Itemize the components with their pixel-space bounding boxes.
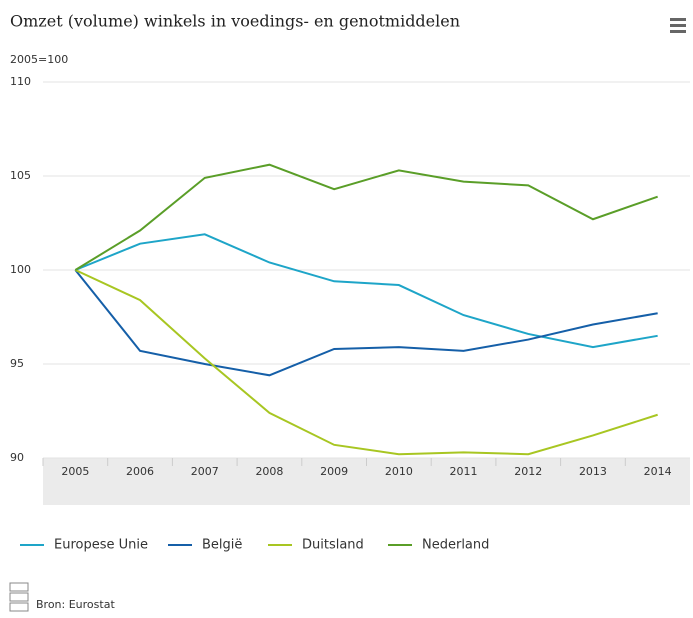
legend-label: België xyxy=(202,538,242,553)
x-tick-label: 2010 xyxy=(385,465,413,478)
logo-part xyxy=(9,592,29,602)
y-tick-label: 100 xyxy=(10,263,31,276)
menu-bar xyxy=(670,24,686,27)
chart-title: Omzet (volume) winkels in voedings- en g… xyxy=(10,12,460,31)
series-line xyxy=(74,233,658,349)
menu-bar xyxy=(670,18,686,21)
series-line xyxy=(74,269,658,377)
series-line xyxy=(74,163,658,271)
x-tick-label: 2006 xyxy=(126,465,154,478)
legend-label: Duitsland xyxy=(302,538,364,553)
y-tick-label: 95 xyxy=(10,357,24,370)
x-tick-label: 2012 xyxy=(514,465,542,478)
subtitle: 2005=100 xyxy=(10,53,68,66)
x-tick-label: 2005 xyxy=(61,465,89,478)
x-tick-label: 2009 xyxy=(320,465,348,478)
series-line xyxy=(74,269,658,456)
menu-icon[interactable] xyxy=(670,18,686,33)
logo xyxy=(9,582,29,612)
legend-label: Europese Unie xyxy=(54,538,148,553)
legend-label: Nederland xyxy=(422,538,489,553)
menu-bar xyxy=(670,30,686,33)
x-tick-label: 2013 xyxy=(579,465,607,478)
source: Bron: Eurostat xyxy=(36,598,115,611)
logo-part xyxy=(9,602,29,612)
y-tick-label: 90 xyxy=(10,451,24,464)
x-tick-label: 2014 xyxy=(644,465,672,478)
x-tick-label: 2011 xyxy=(450,465,478,478)
y-tick-label: 110 xyxy=(10,75,31,88)
y-tick-label: 105 xyxy=(10,169,31,182)
logo-part xyxy=(9,582,29,592)
x-tick-label: 2007 xyxy=(191,465,219,478)
x-tick-label: 2008 xyxy=(255,465,283,478)
